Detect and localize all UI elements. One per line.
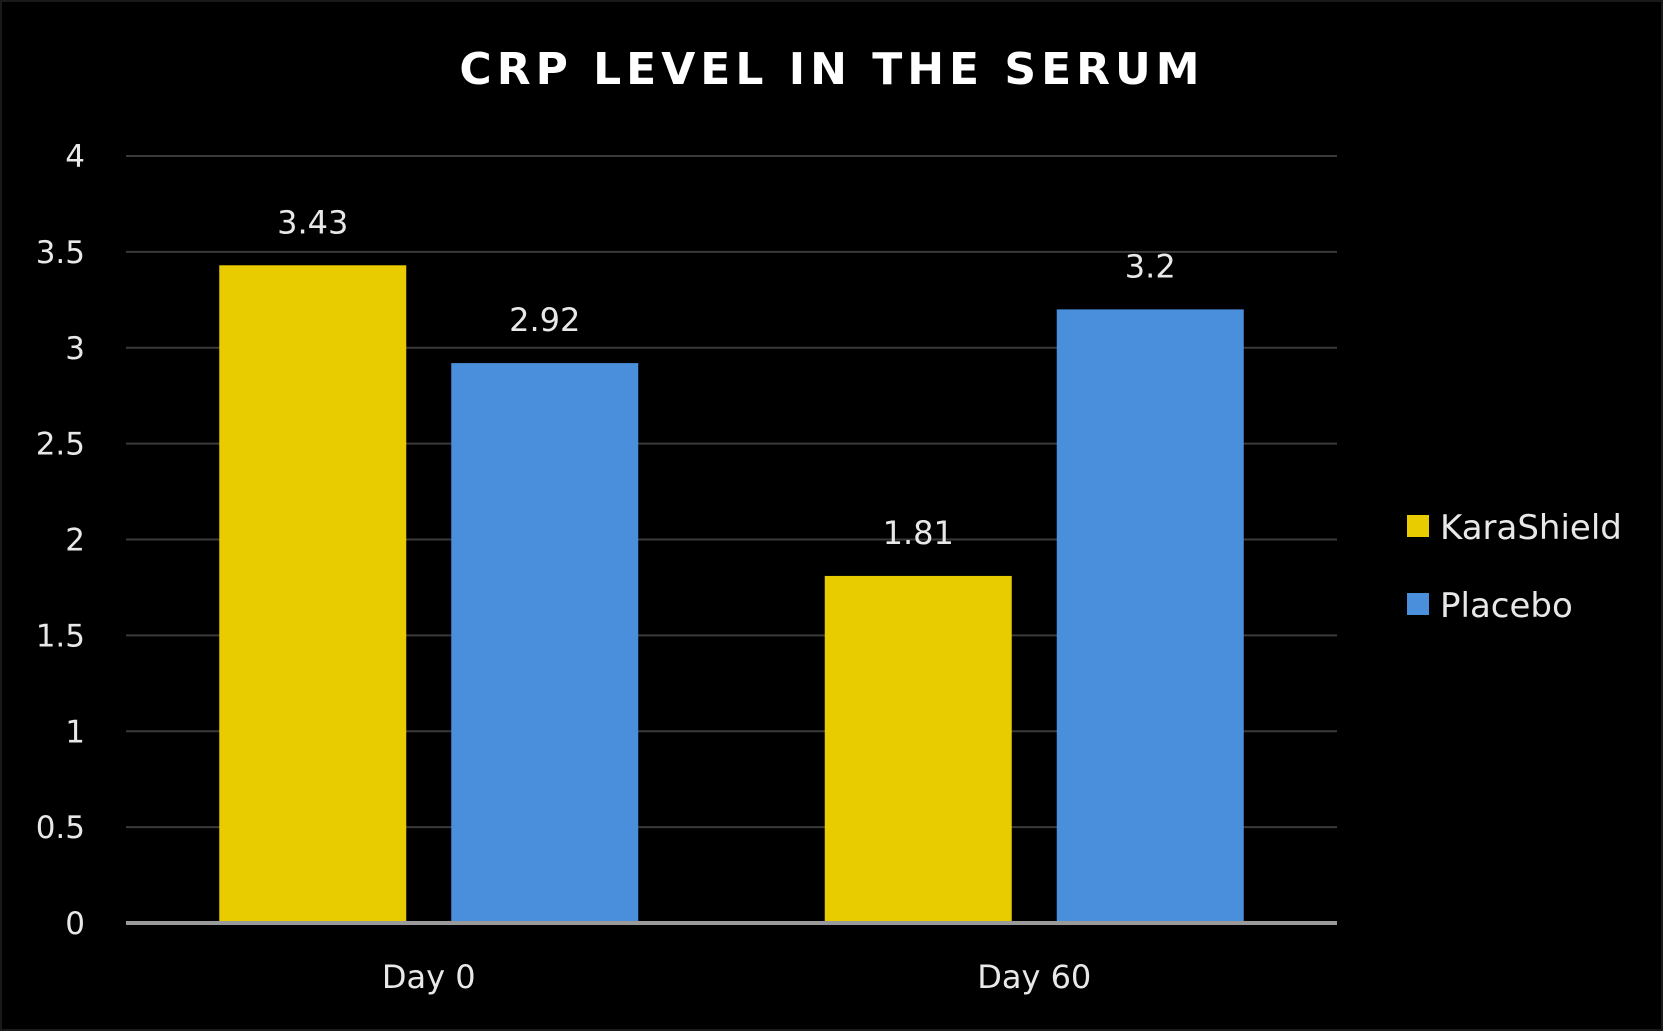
data-label: 2.92 (509, 301, 580, 339)
bars (219, 265, 1244, 924)
y-axis-tick-labels: 0 0.5 1 1.5 2 2.5 3 3.5 4 (36, 139, 85, 942)
legend: KaraShield Placebo (1407, 508, 1622, 626)
x-axis-category-labels: Day 0 Day 60 (382, 958, 1091, 996)
y-tick-label: 1.5 (36, 618, 85, 654)
data-label: 3.43 (277, 203, 348, 241)
data-label: 3.2 (1125, 247, 1176, 285)
legend-swatch (1407, 515, 1429, 537)
data-label: 1.81 (883, 514, 954, 552)
y-tick-label: 0.5 (36, 810, 85, 846)
y-tick-label: 2 (65, 523, 85, 559)
y-tick-label: 2.5 (36, 427, 85, 463)
bar-karashield-day-0 (219, 265, 407, 923)
bar-karashield-day-60 (824, 575, 1012, 923)
y-tick-label: 3 (65, 331, 85, 367)
legend-swatch (1407, 593, 1429, 615)
legend-label: Placebo (1440, 586, 1573, 626)
bar-placebo-day-60 (1056, 309, 1244, 923)
y-tick-label: 1 (65, 714, 85, 750)
chart-title: CRP LEVEL IN THE SERUM (459, 44, 1204, 95)
data-labels: 3.43 2.92 1.81 3.2 (277, 203, 1176, 552)
y-tick-label: 0 (65, 906, 85, 942)
legend-label: KaraShield (1440, 508, 1622, 548)
x-category-label: Day 60 (977, 958, 1091, 996)
y-tick-label: 4 (65, 139, 85, 175)
x-category-label: Day 0 (382, 958, 476, 996)
bar-placebo-day-0 (451, 363, 639, 924)
y-tick-label: 3.5 (36, 235, 85, 271)
